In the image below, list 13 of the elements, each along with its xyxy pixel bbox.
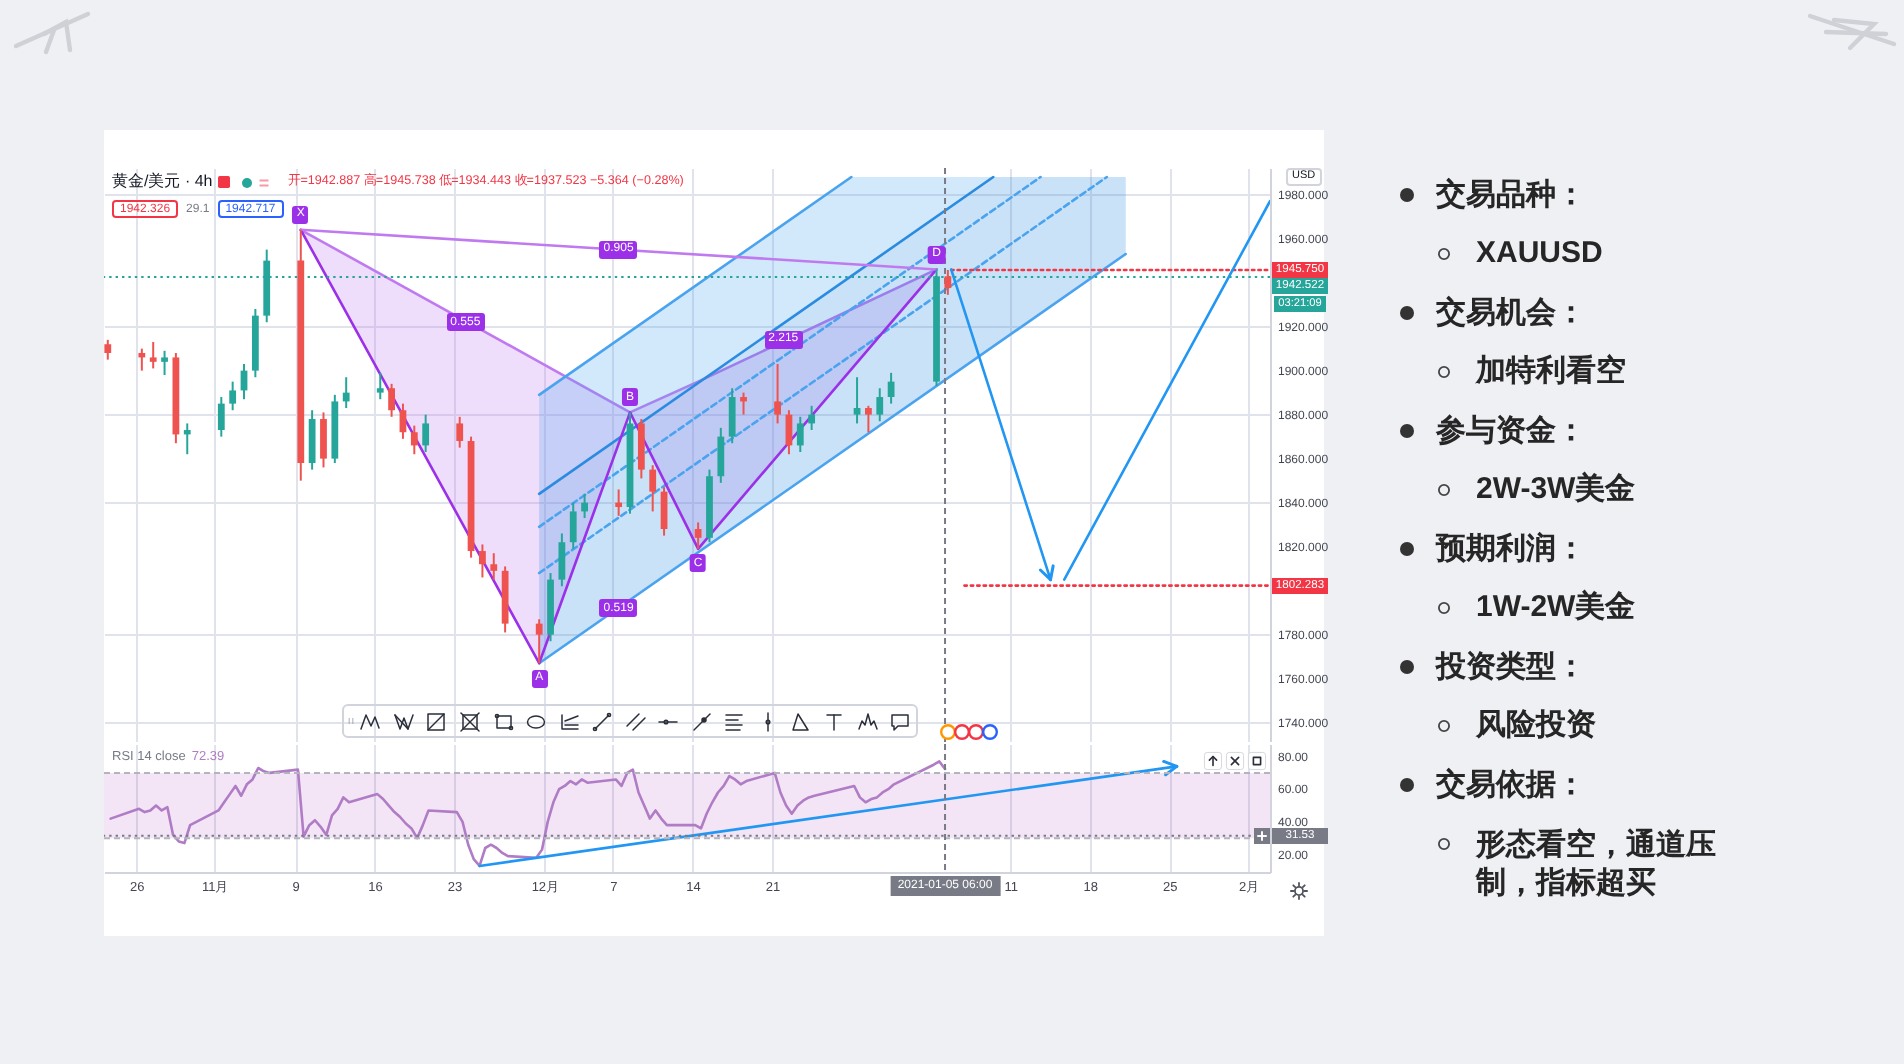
text: 加特利看空 xyxy=(1476,352,1628,391)
text: 形态看空，通道压制，指标超买 xyxy=(1476,825,1718,902)
text: 交易依据： xyxy=(1436,766,1586,804)
text: 2W-3W美金 xyxy=(1476,470,1638,509)
text: 交易机会： xyxy=(1436,293,1586,332)
text: 投资类型： xyxy=(1436,647,1586,686)
text: 1W-2W美金 xyxy=(1476,588,1638,627)
text: XAUUSD xyxy=(1476,234,1605,273)
text: 交易品种： xyxy=(1436,175,1586,213)
text: 预期利润： xyxy=(1436,529,1586,568)
chart-title: 黄金/美元 · 4h xyxy=(112,172,213,190)
text: 风险投资 xyxy=(1476,706,1598,745)
text: 参与资金： xyxy=(1436,411,1586,450)
